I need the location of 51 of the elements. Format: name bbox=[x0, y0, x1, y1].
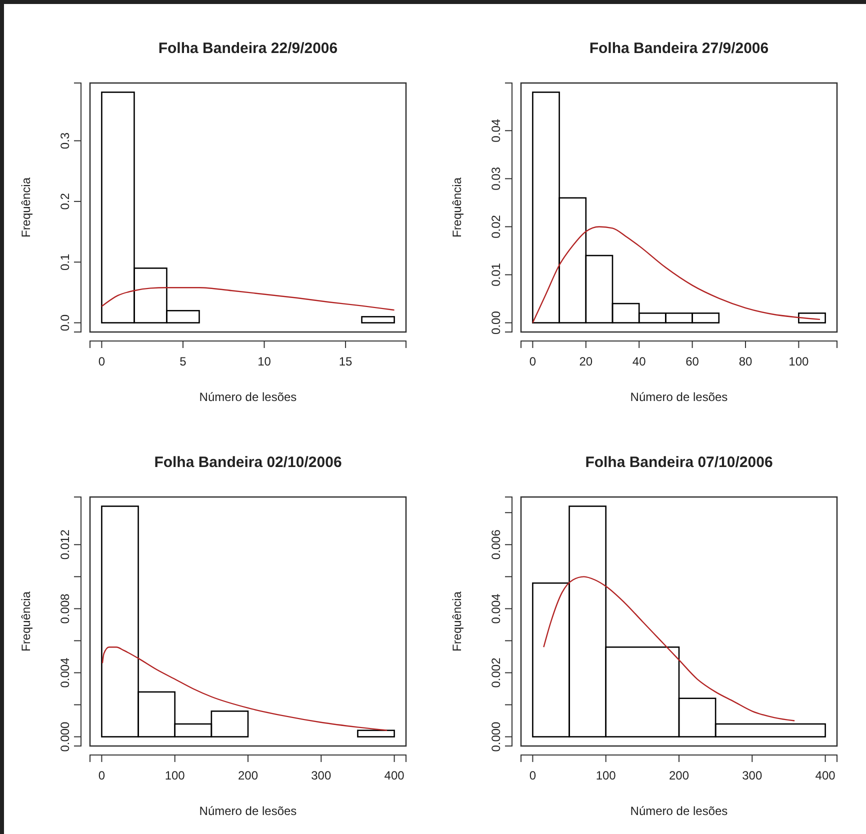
y-tick-label: 0.01 bbox=[489, 262, 503, 286]
y-tick-label: 0.0 bbox=[58, 314, 72, 332]
x-tick-label: 20 bbox=[579, 354, 593, 368]
x-tick-label: 0 bbox=[98, 354, 106, 368]
x-tick-label: 5 bbox=[180, 354, 187, 368]
x-tick-label: 200 bbox=[238, 768, 258, 782]
x-axis-title: Número de lesões bbox=[630, 390, 728, 404]
y-tick-label: 0.1 bbox=[58, 253, 72, 270]
x-tick-label: 300 bbox=[311, 768, 332, 782]
y-axis-title: Frequência bbox=[19, 177, 33, 238]
y-axis-title: Frequência bbox=[450, 591, 464, 652]
x-tick-label: 100 bbox=[164, 768, 186, 782]
chart-title: Folha Bandeira 27/9/2006 bbox=[589, 40, 769, 57]
x-tick-label: 0 bbox=[529, 354, 536, 368]
chart-title: Folha Bandeira 02/10/2006 bbox=[154, 454, 342, 471]
line-series bbox=[101, 286, 395, 311]
x-tick-label: 40 bbox=[632, 354, 646, 368]
y-axis-title: Frequência bbox=[450, 177, 464, 238]
y-tick-label: 0.000 bbox=[58, 721, 72, 752]
y-tick-label: 0.02 bbox=[489, 214, 503, 238]
x-tick-label: 400 bbox=[815, 768, 836, 782]
y-tick-label: 0.004 bbox=[58, 657, 72, 688]
line-series bbox=[543, 576, 796, 722]
x-tick-label: 400 bbox=[384, 768, 405, 782]
x-axis-title: Número de lesões bbox=[630, 804, 728, 818]
x-tick-label: 80 bbox=[738, 354, 752, 368]
x-tick-label: 10 bbox=[258, 354, 272, 368]
y-tick-label: 0.006 bbox=[489, 529, 503, 560]
x-tick-label: 100 bbox=[788, 354, 810, 368]
y-tick-label: 0.2 bbox=[58, 192, 72, 210]
x-tick-label: 300 bbox=[742, 768, 762, 782]
y-tick-label: 0.004 bbox=[489, 593, 503, 624]
y-tick-label: 0.012 bbox=[58, 529, 72, 560]
y-tick-label: 0.000 bbox=[489, 721, 503, 752]
x-tick-label: 0 bbox=[98, 768, 106, 782]
x-tick-label: 0 bbox=[529, 768, 536, 782]
chart-title: Folha Bandeira 07/10/2006 bbox=[585, 454, 773, 471]
x-tick-label: 15 bbox=[338, 354, 353, 368]
x-tick-label: 60 bbox=[686, 354, 700, 368]
y-axis-title: Frequência bbox=[19, 591, 33, 652]
y-tick-label: 0.00 bbox=[489, 310, 503, 334]
x-axis-title: Número de lesões bbox=[199, 804, 297, 818]
y-tick-label: 0.002 bbox=[489, 657, 503, 688]
x-tick-label: 200 bbox=[668, 768, 690, 782]
x-axis-title: Número de lesões bbox=[199, 390, 297, 404]
chart-title: Folha Bandeira 22/9/2006 bbox=[158, 40, 338, 57]
y-tick-label: 0.04 bbox=[489, 118, 503, 142]
x-tick-label: 100 bbox=[596, 768, 616, 782]
y-tick-label: 0.008 bbox=[58, 593, 72, 624]
y-tick-label: 0.03 bbox=[489, 166, 503, 190]
y-tick-label: 0.3 bbox=[58, 132, 72, 150]
